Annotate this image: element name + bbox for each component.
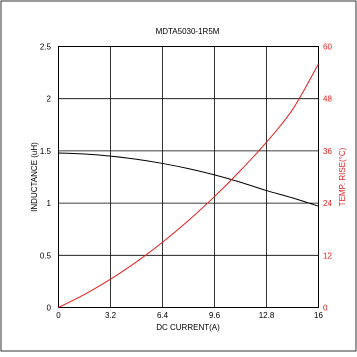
x-tick-label: 12.8 <box>259 311 275 320</box>
x-tick-label: 0 <box>56 311 61 320</box>
y-right-tick-label: 60 <box>323 43 332 52</box>
chart-border <box>1 1 356 351</box>
y-right-tick-label: 24 <box>323 199 332 208</box>
y-left-tick-label: 2 <box>47 95 52 104</box>
x-tick-label: 9.6 <box>209 311 221 320</box>
x-tick-label: 3.2 <box>105 311 117 320</box>
chart-title: MDTA5030-1R5M <box>156 27 220 36</box>
y-right-tick-label: 36 <box>323 147 332 156</box>
y-left-axis-label: INDUCTANCE (uH) <box>30 142 39 212</box>
x-tick-label: 6.4 <box>157 311 169 320</box>
y-left-tick-label: 0.5 <box>40 251 52 260</box>
y-right-axis-label: TEMP. RISE(°C) <box>338 147 347 206</box>
y-left-tick-label: 1 <box>47 199 52 208</box>
y-right-tick-label: 48 <box>323 95 332 104</box>
y-left-tick-label: 2.5 <box>40 43 52 52</box>
y-left-tick-label: 0 <box>47 304 52 313</box>
y-right-tick-label: 0 <box>323 304 328 313</box>
y-left-tick-label: 1.5 <box>40 147 52 156</box>
x-axis-label: DC CURRENT(A) <box>156 323 220 332</box>
y-right-tick-label: 12 <box>323 251 332 260</box>
